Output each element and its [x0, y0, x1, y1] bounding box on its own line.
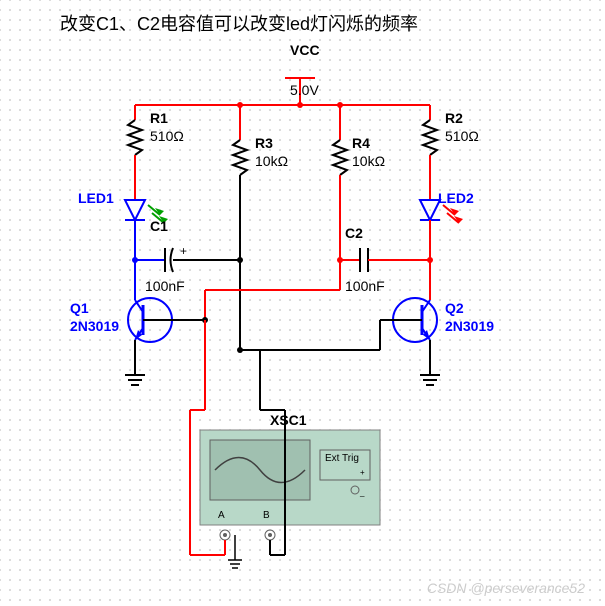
- ch-a-label: A: [218, 510, 225, 521]
- q1-model: 2N3019: [70, 318, 119, 334]
- r2-name: R2: [445, 110, 463, 126]
- vcc-voltage: 5.0V: [290, 82, 319, 98]
- q2-model: 2N3019: [445, 318, 494, 334]
- r4-value: 10kΩ: [352, 153, 385, 169]
- watermark: CSDN @perseverance52: [427, 580, 585, 596]
- page-title: 改变C1、C2电容值可以改变led灯闪烁的频率: [60, 10, 418, 36]
- ch-b-label: B: [263, 510, 270, 521]
- r3-name: R3: [255, 135, 273, 151]
- svg-text:+: +: [360, 468, 365, 477]
- c2-name: C2: [345, 225, 363, 241]
- q2-name: Q2: [445, 300, 464, 316]
- c2-value: 100nF: [345, 278, 385, 294]
- ext-trig-label: Ext Trig: [325, 453, 359, 464]
- svg-text:_: _: [359, 488, 365, 497]
- xsc1-name: XSC1: [270, 412, 307, 428]
- r4-name: R4: [352, 135, 370, 151]
- c1-name: C1: [150, 218, 168, 234]
- r2-value: 510Ω: [445, 128, 479, 144]
- led2-name: LED2: [438, 190, 474, 206]
- svg-text:+: +: [180, 244, 187, 258]
- c1-value: 100nF: [145, 278, 185, 294]
- r1-value: 510Ω: [150, 128, 184, 144]
- vcc-label: VCC: [290, 42, 320, 58]
- r1-name: R1: [150, 110, 168, 126]
- q1-name: Q1: [70, 300, 89, 316]
- led1-name: LED1: [78, 190, 114, 206]
- r3-value: 10kΩ: [255, 153, 288, 169]
